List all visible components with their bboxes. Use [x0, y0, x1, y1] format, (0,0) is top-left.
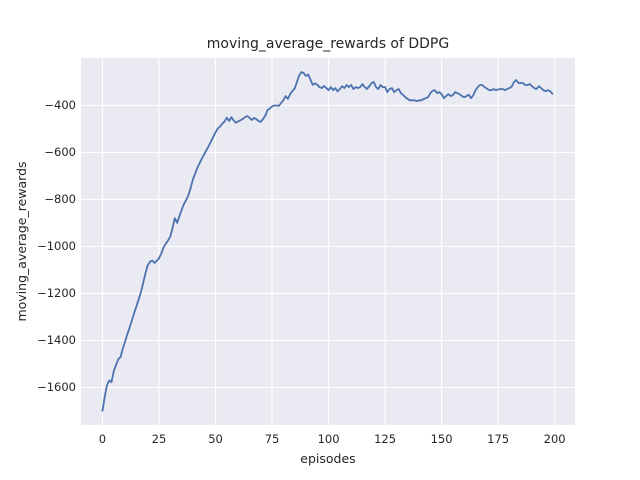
chart-title: moving_average_rewards of DDPG [206, 36, 450, 52]
x-axis-label: episodes [300, 451, 356, 466]
y-tick-label: −600 [44, 145, 76, 160]
x-tick-label: 25 [151, 432, 167, 446]
x-tick-label: 0 [98, 432, 107, 446]
x-tick-label: 150 [430, 432, 453, 446]
plot-area [81, 58, 575, 425]
x-tick-label: 175 [487, 432, 510, 446]
y-tick-label: −1200 [37, 286, 76, 301]
x-tick-label: 50 [208, 432, 223, 446]
y-tick-label: −800 [44, 192, 76, 207]
y-tick-label: −1000 [37, 239, 76, 254]
y-tick-label: −400 [44, 98, 76, 113]
x-tick-label: 75 [264, 432, 280, 446]
y-tick-label: −1400 [37, 333, 76, 348]
x-tick-label: 200 [543, 432, 566, 446]
x-tick-label: 100 [317, 432, 340, 446]
y-tick-label: −1600 [37, 380, 76, 395]
line-chart-canvas [81, 58, 575, 425]
x-tick-label: 125 [374, 432, 397, 446]
